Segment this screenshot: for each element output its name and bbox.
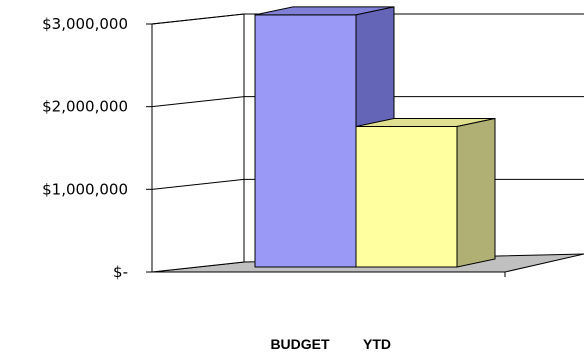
category-label: YTD	[363, 336, 391, 352]
gridline-side	[151, 178, 245, 190]
bar-front-budget	[254, 14, 357, 268]
y-tick-label: $-	[113, 263, 128, 281]
y-tick-label: $1,000,000	[42, 180, 128, 198]
category-labels: BUDGET YTD	[270, 336, 391, 352]
gridline-side	[151, 13, 245, 25]
gridline-side	[151, 96, 245, 108]
y-tick-labels: $- $1,000,000 $2,000,000 $3,000,000	[42, 15, 128, 281]
y-tick-label: $3,000,000	[42, 15, 128, 33]
bar-side-ytd	[456, 117, 496, 268]
y-tick-label: $2,000,000	[42, 98, 128, 116]
bars	[254, 6, 496, 268]
value-axis	[146, 23, 506, 277]
category-label: BUDGET	[270, 336, 330, 352]
bar-front-ytd	[355, 125, 458, 268]
chart-side-wall	[151, 13, 245, 273]
